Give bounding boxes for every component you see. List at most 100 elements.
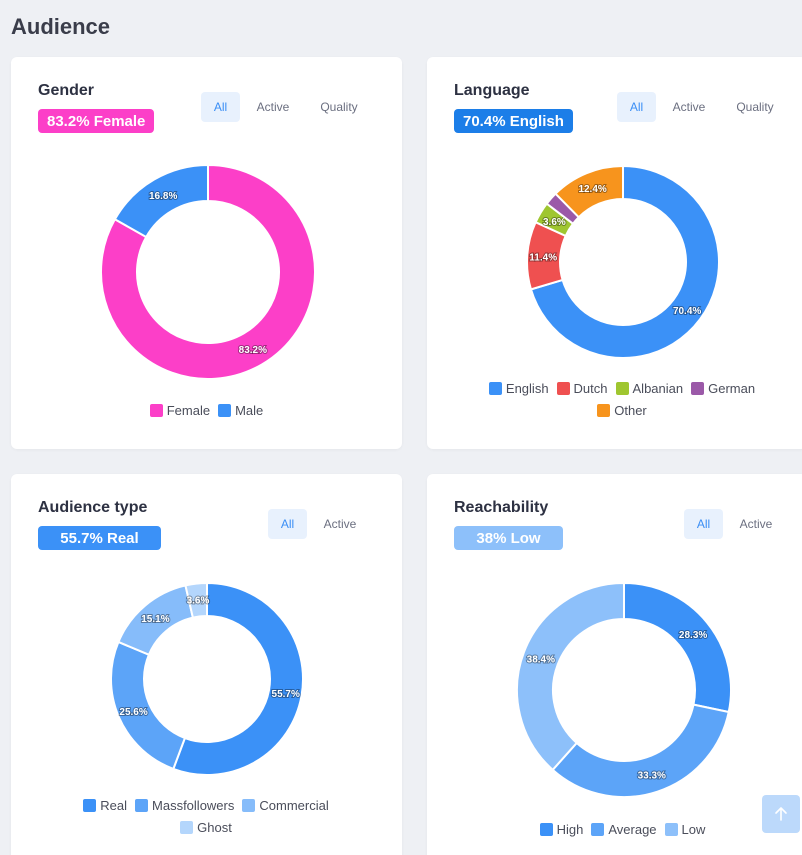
legend-swatch [83, 799, 97, 812]
filter-tabs: All Active [268, 509, 373, 539]
slice-average[interactable] [551, 703, 730, 798]
slice-value-label: 38.4% [527, 654, 555, 665]
legend-item-other[interactable]: Other [597, 403, 647, 418]
reachability-card: Reachability 38% Low All Active 28.3% 33.… [427, 474, 802, 855]
slice-value-label: 16.8% [149, 191, 177, 202]
slice-real[interactable] [172, 581, 304, 776]
slice-value-label: 33.3% [638, 771, 666, 782]
filter-tabs: All Active [684, 509, 789, 539]
slice-high[interactable] [623, 581, 732, 714]
legend-swatch [539, 823, 553, 836]
tab-all[interactable]: All [617, 92, 656, 122]
card-title: Reachability [454, 499, 549, 516]
legend-label: Other [614, 403, 647, 418]
scroll-to-top-button[interactable] [762, 795, 800, 833]
legend-swatch [597, 404, 611, 417]
tab-all[interactable]: All [684, 509, 723, 539]
tab-all[interactable]: All [201, 92, 240, 122]
legend-label: Average [608, 822, 657, 837]
legend-label: Real [100, 798, 128, 813]
slice-ghost[interactable] [184, 581, 208, 619]
audience-type-card: Audience type 55.7% Real All Active 55.7… [11, 474, 402, 855]
legend-item-english[interactable]: English [488, 381, 549, 396]
slice-value-label: 28.3% [679, 630, 707, 641]
legend-label: High [556, 822, 584, 837]
language-legend: English Dutch Albanian German Other [472, 381, 772, 418]
tab-active[interactable]: Active [739, 517, 773, 531]
slice-value-label: 11.4% [529, 252, 557, 263]
legend-swatch [488, 382, 502, 395]
gender-donut-chart: 83.2% 16.8% [100, 163, 316, 380]
summary-badge: 83.2% Female [38, 109, 155, 133]
slice-female[interactable] [100, 163, 316, 380]
legend-item-low[interactable]: Low [664, 822, 706, 837]
legend-item-high[interactable]: High [539, 822, 584, 837]
language-card: Language 70.4% English All Active Qualit… [427, 57, 802, 449]
audience-type-donut-chart: 55.7% 25.6% 15.1% 3.6% [110, 581, 304, 776]
slice-male[interactable] [113, 163, 209, 239]
filter-tabs: All Active Quality [617, 92, 788, 122]
reachability-legend: High Average Low [427, 822, 802, 837]
legend-swatch [135, 799, 149, 812]
legend-label: English [505, 381, 549, 396]
legend-label: Ghost [197, 820, 232, 835]
filter-tabs: All Active Quality [201, 92, 372, 122]
audience-type-legend: Real Massfollowers Commercial Ghost [56, 798, 356, 835]
legend-item-male[interactable]: Male [218, 403, 263, 418]
gender-card: Gender 83.2% Female All Active Quality 8… [11, 57, 402, 449]
tab-all[interactable]: All [268, 509, 307, 539]
reachability-donut-chart: 28.3% 33.3% 38.4% [516, 581, 732, 798]
legend-swatch [664, 823, 678, 836]
legend-label: Male [235, 403, 264, 418]
legend-item-real[interactable]: Real [83, 798, 127, 813]
slice-value-label: 12.4% [578, 184, 606, 195]
gender-legend: Female Male [11, 403, 402, 418]
slice-low[interactable] [516, 581, 625, 772]
tab-active[interactable]: Active [256, 100, 290, 114]
legend-label: German [708, 381, 756, 396]
legend-item-commercial[interactable]: Commercial [242, 798, 329, 813]
slice-value-label: 3.6% [543, 217, 566, 228]
slice-other[interactable] [554, 164, 624, 219]
page-title: Audience [11, 14, 111, 39]
slice-value-label: 83.2% [239, 345, 267, 356]
legend-swatch [218, 404, 232, 417]
arrow-up-icon [775, 807, 787, 821]
language-donut-chart: 70.4% 11.4% 3.6% 12.4% [526, 164, 720, 359]
legend-item-average[interactable]: Average [591, 822, 657, 837]
summary-badge: 55.7% Real [38, 526, 161, 550]
legend-swatch [556, 382, 570, 395]
legend-swatch [149, 404, 163, 417]
legend-label: Massfollowers [152, 798, 235, 813]
slice-massfollowers[interactable] [110, 640, 187, 771]
legend-swatch [615, 382, 629, 395]
card-title: Gender [38, 82, 95, 99]
legend-item-albanian[interactable]: Albanian [615, 381, 684, 396]
summary-badge: 70.4% English [454, 109, 573, 133]
card-title: Language [454, 82, 530, 99]
tab-quality[interactable]: Quality [320, 100, 358, 114]
legend-item-dutch[interactable]: Dutch [556, 381, 608, 396]
slice-value-label: 15.1% [141, 614, 169, 625]
legend-item-massfollowers[interactable]: Massfollowers [135, 798, 234, 813]
tab-active[interactable]: Active [323, 517, 357, 531]
card-title: Audience type [38, 499, 148, 516]
tab-quality[interactable]: Quality [736, 100, 774, 114]
legend-label: Dutch [573, 381, 608, 396]
legend-label: Low [681, 822, 706, 837]
summary-badge: 38% Low [454, 526, 563, 550]
legend-item-ghost[interactable]: Ghost [180, 820, 232, 835]
legend-swatch [591, 823, 605, 836]
slice-value-label: 3.6% [187, 596, 210, 607]
legend-swatch [691, 382, 705, 395]
legend-item-german[interactable]: German [691, 381, 755, 396]
legend-swatch [242, 799, 256, 812]
slice-value-label: 70.4% [673, 306, 701, 317]
slice-value-label: 55.7% [272, 689, 300, 700]
legend-label: Female [166, 403, 211, 418]
legend-label: Albanian [632, 381, 684, 396]
slice-english[interactable] [529, 164, 720, 359]
slice-value-label: 25.6% [119, 707, 147, 718]
legend-item-female[interactable]: Female [149, 403, 211, 418]
tab-active[interactable]: Active [672, 100, 706, 114]
